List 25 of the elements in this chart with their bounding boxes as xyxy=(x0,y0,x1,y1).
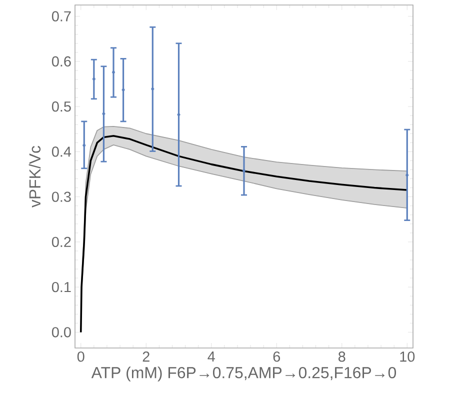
x-tick-label: 10 xyxy=(400,352,415,362)
x-tick-label: 8 xyxy=(338,352,346,362)
x-tick-label: 2 xyxy=(142,352,150,362)
point xyxy=(82,144,86,147)
y-tick-label: 0.7 xyxy=(52,11,71,22)
y-tick-label: 0.2 xyxy=(52,236,71,248)
x-tick-label: 6 xyxy=(273,352,280,362)
y-tick-label: 0.4 xyxy=(52,146,72,157)
point xyxy=(112,70,115,74)
point xyxy=(177,113,180,116)
y-tick-label: 0.1 xyxy=(52,282,71,292)
y-axis-title: vPFK/Vc xyxy=(28,146,41,208)
x-axis-title: ATP (mM) F6P→0.75,AMP→0.25,F16P→0 xyxy=(91,366,396,382)
point xyxy=(122,88,125,92)
y-tick-label: 0.6 xyxy=(52,56,71,67)
x-tick-label: 4 xyxy=(208,352,215,362)
x-tick-label: 0 xyxy=(77,352,84,362)
y-tick-label: 0.0 xyxy=(52,327,71,338)
point xyxy=(242,169,246,172)
point xyxy=(151,87,154,90)
y-tick-label: 0.3 xyxy=(52,192,71,202)
point xyxy=(406,174,409,177)
point xyxy=(102,112,106,116)
point xyxy=(92,78,96,81)
y-tick-label: 0.5 xyxy=(52,101,71,112)
